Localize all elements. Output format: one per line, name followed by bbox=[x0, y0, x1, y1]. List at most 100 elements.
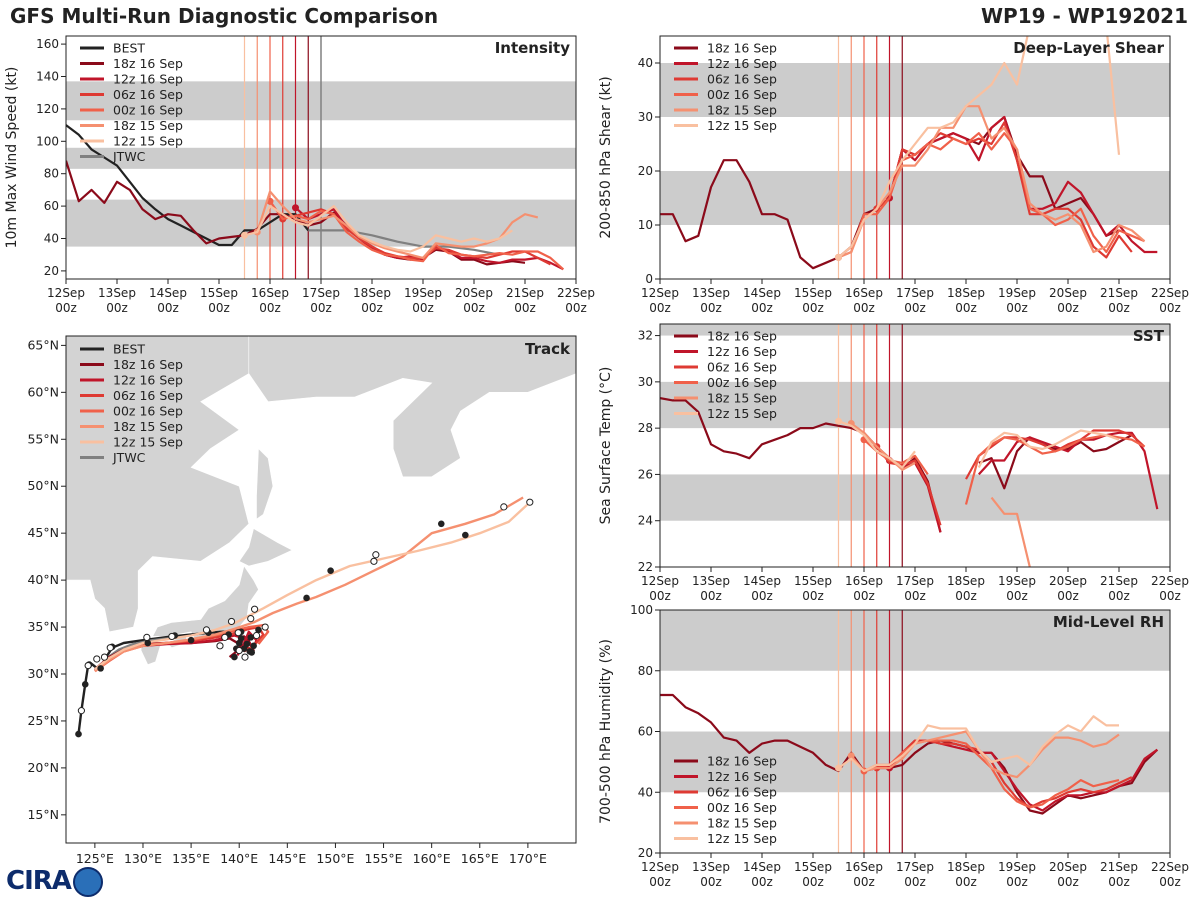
track-position-dot bbox=[247, 634, 255, 641]
x-tick-label: 14Sep bbox=[743, 286, 781, 300]
x-tick-label: 00z bbox=[1159, 875, 1181, 889]
legend-label: 06z 16 Sep bbox=[707, 72, 777, 87]
x-tick-label: 00z bbox=[208, 301, 230, 315]
x-tick-label: 13Sep bbox=[692, 574, 730, 588]
x-tick-label: 00z bbox=[259, 301, 281, 315]
lon-tick-label: 125°E bbox=[76, 851, 114, 866]
y-tick-label: 40 bbox=[638, 785, 653, 799]
x-tick-label: 00z bbox=[310, 301, 332, 315]
x-tick-label: 00z bbox=[751, 875, 773, 889]
track-forecast-dot bbox=[261, 623, 269, 631]
legend-label: 12z 16 Sep bbox=[707, 56, 777, 71]
lat-tick-label: 55°N bbox=[27, 431, 59, 446]
y-tick-label: 60 bbox=[44, 199, 59, 213]
y-tick-label: 28 bbox=[638, 421, 653, 435]
sst-panel: 22242628303212Sep00z13Sep00z14Sep00z15Se… bbox=[598, 323, 1189, 603]
storm-id: WP19 - WP192021 bbox=[981, 4, 1188, 28]
x-tick-label: 00z bbox=[853, 875, 875, 889]
lon-tick-label: 135°E bbox=[172, 851, 210, 866]
x-tick-label: 12Sep bbox=[641, 860, 679, 874]
x-tick-label: 00z bbox=[751, 589, 773, 603]
track-position-dot bbox=[327, 567, 334, 575]
track-panel: 125°E 130°E 135°E 140°E 145°E 150°E 155°E 160°E… bbox=[27, 335, 577, 866]
track-forecast-dot bbox=[234, 629, 242, 637]
x-tick-label: 16Sep bbox=[251, 286, 289, 300]
sst-plot-area bbox=[660, 324, 1170, 567]
shade-band bbox=[660, 381, 1170, 429]
legend-label: 18z 16 Sep bbox=[707, 329, 777, 344]
legend-label: 18z 15 Sep bbox=[707, 103, 777, 118]
x-tick-label: 20Sep bbox=[455, 286, 493, 300]
y-tick-label: 20 bbox=[638, 164, 653, 178]
x-tick-label: 13Sep bbox=[692, 860, 730, 874]
track-line bbox=[94, 503, 529, 671]
panel-title: Intensity bbox=[495, 39, 571, 57]
x-tick-label: 21Sep bbox=[1100, 286, 1138, 300]
legend-label: 18z 15 Sep bbox=[113, 419, 183, 434]
lon-tick-label: 145°E bbox=[268, 851, 306, 866]
track-position-dot bbox=[81, 681, 89, 688]
y-tick-label: 100 bbox=[630, 603, 653, 617]
y-tick-label: 22 bbox=[638, 560, 653, 574]
track-position-dot bbox=[437, 520, 445, 528]
x-tick-label: 00z bbox=[1108, 301, 1130, 315]
track-forecast-dot bbox=[235, 646, 243, 655]
x-tick-label: 00z bbox=[514, 301, 536, 315]
y-tick-label: 32 bbox=[638, 329, 653, 343]
x-tick-label: 21Sep bbox=[1100, 860, 1138, 874]
series-line bbox=[269, 200, 565, 271]
x-tick-label: 00z bbox=[649, 589, 671, 603]
x-tick-label: 17Sep bbox=[896, 286, 934, 300]
intensity-panel: 2040608010012014016012Sep00z13Sep00z14Se… bbox=[4, 35, 595, 315]
x-tick-label: 00z bbox=[412, 301, 434, 315]
legend-label: 18z 15 Sep bbox=[707, 391, 777, 406]
track-forecast-dot bbox=[372, 551, 380, 559]
x-tick-label: 12Sep bbox=[47, 286, 85, 300]
x-tick-label: 17Sep bbox=[896, 860, 934, 874]
x-tick-label: 16Sep bbox=[845, 574, 883, 588]
x-tick-label: 15Sep bbox=[200, 286, 238, 300]
track-position-dot bbox=[462, 531, 469, 539]
x-tick-label: 14Sep bbox=[149, 286, 187, 300]
y-tick-label: 80 bbox=[638, 664, 653, 678]
x-tick-label: 21Sep bbox=[1100, 574, 1138, 588]
track-forecast-dot bbox=[252, 631, 261, 640]
x-tick-label: 19Sep bbox=[998, 860, 1036, 874]
x-tick-label: 15Sep bbox=[794, 286, 832, 300]
x-tick-label: 00z bbox=[1057, 875, 1079, 889]
track-position-dot bbox=[246, 648, 254, 655]
y-tick-label: 120 bbox=[36, 102, 59, 116]
track-position-dot bbox=[97, 665, 104, 672]
legend-label: JTWC bbox=[112, 450, 146, 465]
x-tick-label: 00z bbox=[1057, 589, 1079, 603]
x-tick-label: 15Sep bbox=[794, 574, 832, 588]
x-tick-label: 16Sep bbox=[845, 860, 883, 874]
x-tick-label: 12Sep bbox=[641, 574, 679, 588]
legend-label: 12z 16 Sep bbox=[113, 373, 183, 388]
x-tick-label: 00z bbox=[751, 301, 773, 315]
legend-label: 00z 16 Sep bbox=[707, 375, 777, 390]
lat-tick-label: 35°N bbox=[27, 619, 59, 634]
track-forecast-dot bbox=[143, 633, 151, 641]
legend-label: 00z 16 Sep bbox=[707, 87, 777, 102]
rh-plot-area bbox=[660, 610, 1170, 853]
legend-label: 12z 15 Sep bbox=[707, 406, 777, 421]
x-tick-label: 00z bbox=[1006, 589, 1028, 603]
track-forecast-dot bbox=[227, 617, 236, 626]
series-line bbox=[244, 205, 513, 253]
y-tick-label: 60 bbox=[638, 725, 653, 739]
lon-tick-label: 160°E bbox=[413, 851, 451, 866]
x-tick-label: 00z bbox=[955, 875, 977, 889]
x-tick-label: 20Sep bbox=[1049, 286, 1087, 300]
x-tick-label: 00z bbox=[955, 301, 977, 315]
y-tick-label: 30 bbox=[638, 375, 653, 389]
x-tick-label: 00z bbox=[802, 875, 824, 889]
series-start-marker bbox=[835, 253, 842, 261]
x-tick-label: 18Sep bbox=[947, 286, 985, 300]
x-tick-label: 14Sep bbox=[743, 860, 781, 874]
shade-band bbox=[660, 610, 1170, 671]
lat-tick-label: 45°N bbox=[27, 525, 59, 540]
series-line bbox=[66, 124, 310, 247]
hokkaido-island bbox=[238, 528, 293, 567]
